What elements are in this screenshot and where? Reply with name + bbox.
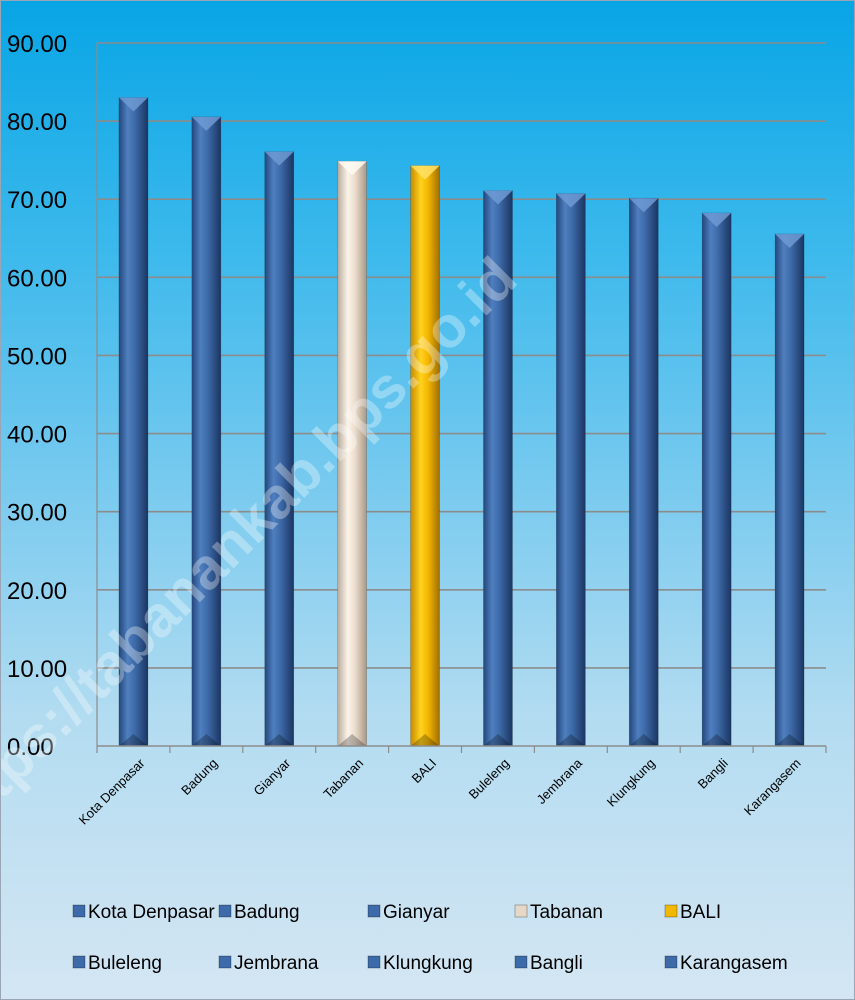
legend-label: Jembrana xyxy=(234,953,319,974)
legend-marker xyxy=(514,955,528,969)
y-tick-label: 10.00 xyxy=(7,656,67,683)
x-tick-label: Tabanan xyxy=(320,756,366,802)
bar-jembrana xyxy=(556,193,586,747)
legend-marker xyxy=(514,904,528,918)
x-tick-label: Karangasem xyxy=(741,756,804,819)
bar-tabanan xyxy=(337,160,367,747)
bar-klungkung xyxy=(628,197,659,747)
bar-bottom-bevel xyxy=(191,734,221,746)
x-tick-label: Jembrana xyxy=(533,755,585,807)
x-tick-label: Bangli xyxy=(695,755,731,791)
legend-label: Gianyar xyxy=(383,902,450,923)
legend-marker xyxy=(367,904,381,918)
legend-marker xyxy=(664,955,678,969)
bar-top-bevel xyxy=(118,97,148,112)
x-tick-label: Kota Denpasar xyxy=(76,755,148,827)
y-tick-label: 80.00 xyxy=(7,109,67,136)
bar-karangasem xyxy=(774,233,805,747)
y-tick-label: 0.00 xyxy=(7,734,54,761)
bar-bali xyxy=(410,165,440,747)
x-tick-label: Klungkung xyxy=(604,756,658,810)
legend-marker xyxy=(72,904,86,918)
legend-label: Klungkung xyxy=(383,953,473,974)
bar-bottom-bevel xyxy=(118,734,148,746)
y-tick-label: 30.00 xyxy=(7,500,67,527)
x-tick-label: Gianyar xyxy=(251,755,294,798)
y-tick-label: 90.00 xyxy=(7,31,67,58)
bar-bottom-bevel xyxy=(410,734,440,746)
legend-marker xyxy=(664,904,678,918)
bar-bottom-bevel xyxy=(556,734,586,746)
bar-top-bevel xyxy=(556,193,586,208)
bar-bottom-bevel xyxy=(337,734,367,746)
y-tick-label: 70.00 xyxy=(7,187,67,214)
bar-top-bevel xyxy=(264,151,294,166)
legend-marker xyxy=(218,955,232,969)
legend-marker xyxy=(218,904,232,918)
legend-label: Kota Denpasar xyxy=(88,902,215,923)
legend-label: Badung xyxy=(234,902,300,923)
legend-label: BALI xyxy=(680,902,721,923)
bar-top-bevel xyxy=(337,161,367,176)
bar-top-bevel xyxy=(191,116,221,131)
y-tick-label: 50.00 xyxy=(7,343,67,370)
bar-badung xyxy=(191,116,222,747)
x-tick-label: Buleleng xyxy=(466,756,512,802)
legend-label: Buleleng xyxy=(88,953,162,974)
bar-bottom-bevel xyxy=(775,734,805,746)
bar-bottom-bevel xyxy=(629,734,659,746)
bar-bangli xyxy=(701,212,732,747)
bar-bottom-bevel xyxy=(264,734,294,746)
x-tick-label: BALI xyxy=(409,756,440,787)
x-tick-label: Badung xyxy=(178,756,220,798)
bar-top-bevel xyxy=(629,198,659,213)
bar-top-bevel xyxy=(483,190,513,205)
legend-marker xyxy=(72,955,86,969)
bar-top-bevel xyxy=(702,212,732,227)
bar-bottom-bevel xyxy=(702,734,732,746)
bar-gianyar xyxy=(264,151,295,747)
y-tick-label: 40.00 xyxy=(7,422,67,449)
legend-label: Karangasem xyxy=(680,953,788,974)
legend-label: Bangli xyxy=(530,953,583,974)
bar-bottom-bevel xyxy=(483,734,513,746)
legend-label: Tabanan xyxy=(530,902,603,923)
bar-buleleng xyxy=(483,190,513,747)
y-tick-label: 60.00 xyxy=(7,265,67,292)
legend-marker xyxy=(367,955,381,969)
bar-top-bevel xyxy=(410,165,440,180)
bar-top-bevel xyxy=(775,233,805,248)
y-tick-label: 20.00 xyxy=(7,578,67,605)
bar-kota-denpasar xyxy=(118,97,149,747)
